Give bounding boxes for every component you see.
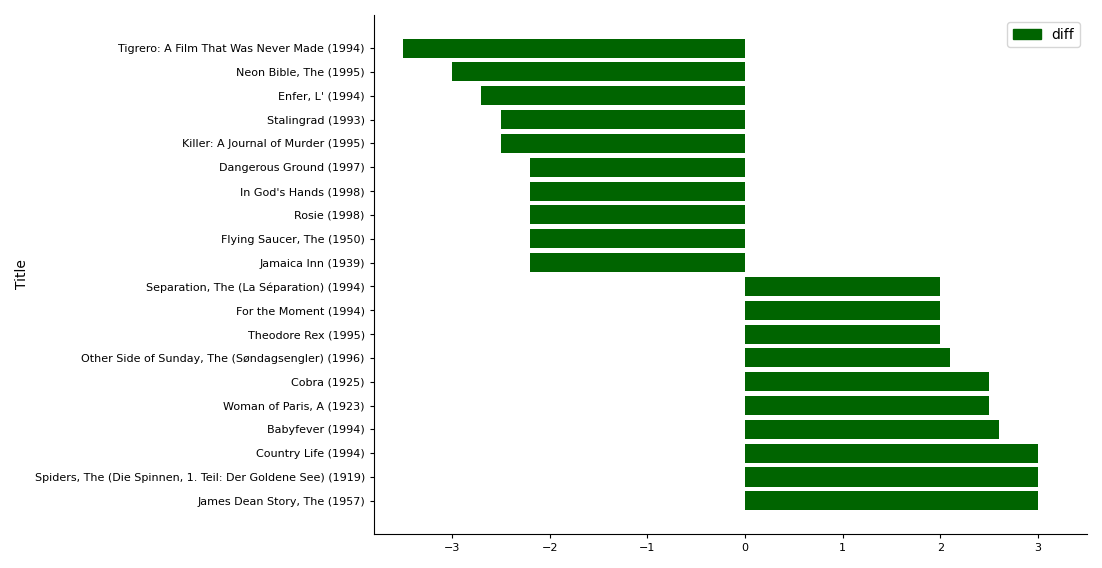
Bar: [530, 182, 745, 201]
Bar: [530, 229, 745, 248]
Bar: [452, 62, 745, 81]
Bar: [745, 444, 1038, 463]
Bar: [745, 348, 950, 367]
Bar: [530, 158, 745, 177]
Bar: [500, 134, 745, 153]
Bar: [745, 300, 940, 320]
Bar: [530, 253, 745, 272]
Bar: [745, 372, 990, 391]
Legend: diff: diff: [1007, 22, 1080, 47]
Bar: [403, 39, 745, 57]
Bar: [745, 277, 940, 296]
Bar: [745, 467, 1038, 487]
Bar: [745, 324, 940, 344]
Y-axis label: Title: Title: [15, 260, 29, 290]
Bar: [745, 396, 990, 415]
Bar: [530, 206, 745, 224]
Bar: [500, 110, 745, 129]
Bar: [745, 420, 1000, 439]
Bar: [482, 86, 745, 105]
Bar: [745, 491, 1038, 511]
